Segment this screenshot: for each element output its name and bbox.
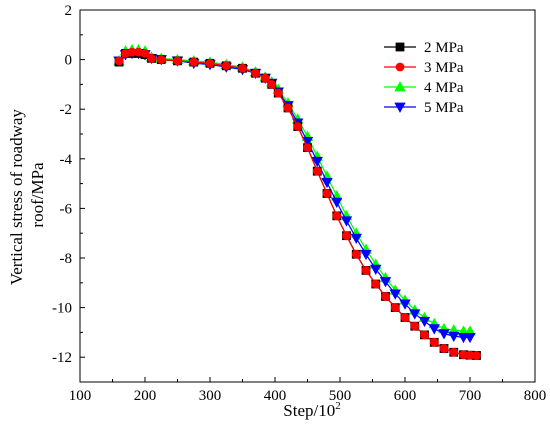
data-point: [340, 216, 353, 227]
y-tick-label: 0: [65, 53, 73, 69]
data-point: [140, 49, 150, 58]
data-point: [273, 88, 283, 98]
legend-label: 4 MPa: [424, 80, 464, 96]
data-point: [438, 329, 450, 340]
y-tick-label: 2: [65, 3, 73, 19]
data-point: [360, 249, 372, 261]
legend-label: 3 MPa: [424, 60, 464, 76]
data-point: [331, 197, 343, 209]
data-point: [448, 331, 460, 342]
plot-frame: [79, 9, 536, 383]
data-point: [371, 279, 381, 289]
x-axis-title-superscript: 2: [335, 400, 341, 412]
y-tick-label: -12: [52, 350, 72, 366]
data-point: [267, 80, 277, 89]
y-tick-label: -2: [60, 102, 73, 118]
series-line: [118, 52, 470, 338]
data-point: [260, 73, 270, 83]
data-point: [389, 289, 401, 300]
legend-marker: [394, 102, 406, 113]
data-point: [449, 347, 459, 357]
data-point: [173, 56, 182, 66]
series-3-mpa: [114, 47, 481, 360]
legend-item: 3 MPa: [384, 60, 464, 76]
data-point: [251, 68, 260, 78]
data-point: [439, 344, 449, 353]
data-point: [205, 58, 215, 68]
data-point: [350, 233, 362, 244]
y-axis-title: Vertical stress of roadway roof/MPa: [7, 105, 47, 285]
x-tick-label: 300: [199, 388, 222, 404]
data-point: [156, 55, 166, 64]
series-line: [118, 49, 470, 332]
legend: 2 MPa 3 MPa 4 MPa 5 MPa: [384, 40, 464, 116]
data-point: [400, 313, 410, 322]
y-tick-label: -10: [52, 301, 72, 317]
data-point: [147, 53, 156, 63]
data-point: [321, 177, 333, 189]
data-point: [379, 277, 392, 288]
x-tick-label: 700: [459, 388, 482, 404]
series-4-mpa: [113, 43, 476, 336]
series-layer: [113, 43, 481, 360]
x-axis-title-main: Step/10: [283, 401, 335, 420]
legend-marker: [395, 42, 405, 52]
x-tick-label: 100: [69, 388, 92, 404]
x-tick-label: 600: [394, 388, 417, 404]
legend-item: 2 MPa: [384, 40, 464, 56]
y-tick-label: -4: [60, 152, 73, 168]
data-point: [221, 61, 231, 71]
legend-label: 5 MPa: [424, 100, 464, 116]
data-point: [370, 264, 382, 275]
data-point: [410, 321, 420, 331]
x-tick-label: 400: [264, 388, 287, 404]
legend-marker: [394, 81, 406, 92]
data-point: [322, 189, 332, 198]
data-point: [238, 63, 247, 73]
data-point: [303, 143, 312, 153]
data-point: [428, 324, 440, 335]
data-point: [114, 56, 124, 66]
data-point: [418, 316, 431, 328]
data-point: [464, 332, 476, 344]
y-tick-label: -8: [60, 251, 73, 267]
data-point: [361, 265, 371, 275]
x-tick-label: 200: [134, 388, 157, 404]
x-tick-label: 500: [329, 388, 352, 404]
data-point: [399, 299, 411, 310]
x-axis-title: Step/102: [283, 400, 340, 420]
series-line: [118, 51, 477, 357]
data-point: [390, 303, 400, 313]
legend-marker: [395, 62, 405, 72]
y-axis-title-line-2: roof/MPa: [28, 162, 47, 228]
data-point: [332, 211, 342, 221]
data-point: [472, 351, 481, 360]
data-point: [342, 231, 351, 241]
series-line: [118, 52, 477, 357]
plot-border: [79, 9, 536, 383]
data-point: [429, 337, 439, 347]
legend-item: 4 MPa: [384, 80, 464, 96]
data-point: [293, 122, 303, 131]
axes: 100 200 300 400 500 600 700 800 2 0 -2 -4 -6 -8 -10 -12: [52, 3, 546, 404]
data-point: [283, 103, 293, 113]
data-point: [189, 57, 199, 67]
data-point: [351, 249, 361, 259]
y-axis-title-line-1: Vertical stress of roadway: [7, 109, 26, 286]
y-tick-label: -6: [60, 201, 73, 217]
legend-label: 2 MPa: [424, 40, 464, 56]
series-5-mpa: [113, 49, 476, 344]
legend-item: 5 MPa: [384, 100, 464, 116]
data-point: [420, 330, 429, 340]
x-tick-label: 800: [524, 388, 547, 404]
data-point: [311, 156, 323, 168]
data-point: [409, 309, 421, 320]
data-point: [381, 292, 390, 301]
data-point: [312, 166, 322, 176]
